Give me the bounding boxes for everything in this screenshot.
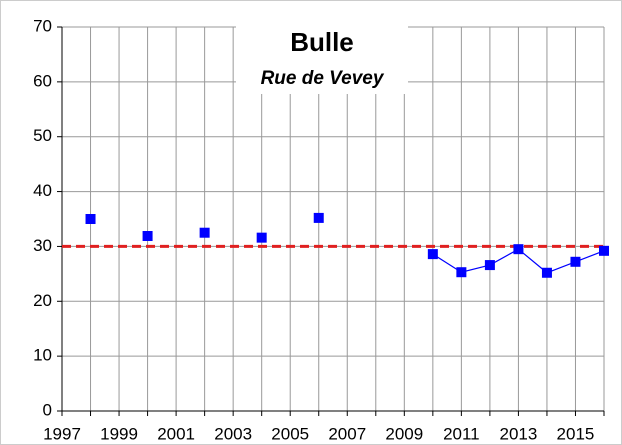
x-tick-label: 2011 bbox=[443, 424, 480, 443]
point bbox=[142, 231, 153, 242]
y-tick-label: 60 bbox=[33, 71, 52, 90]
point bbox=[456, 267, 467, 278]
point bbox=[484, 260, 495, 271]
point bbox=[541, 267, 552, 278]
y-tick-label: 70 bbox=[33, 16, 52, 35]
x-tick-label: 2007 bbox=[328, 424, 366, 443]
x-tick-label: 2005 bbox=[271, 424, 309, 443]
x-tick-label: 2013 bbox=[500, 424, 538, 443]
point bbox=[199, 227, 210, 238]
point bbox=[599, 245, 609, 256]
point bbox=[85, 214, 96, 224]
x-tick-label: 2015 bbox=[557, 424, 595, 443]
point bbox=[313, 212, 324, 223]
point bbox=[570, 256, 581, 267]
y-tick-label: 50 bbox=[33, 126, 52, 145]
y-tick-label: 40 bbox=[33, 181, 52, 200]
point bbox=[513, 244, 524, 255]
point bbox=[256, 232, 267, 243]
chart-title: Bulle bbox=[290, 27, 354, 57]
x-tick-label: 2003 bbox=[214, 424, 252, 443]
x-tick-label: 2001 bbox=[157, 424, 195, 443]
y-tick-label: 30 bbox=[33, 236, 52, 255]
y-tick-label: 10 bbox=[33, 346, 52, 365]
x-tick-label: 2009 bbox=[385, 424, 423, 443]
x-tick-label: 1997 bbox=[43, 424, 81, 443]
point bbox=[427, 249, 438, 260]
chart-subtitle: Rue de Vevey bbox=[261, 68, 385, 89]
x-tick-label: 1999 bbox=[100, 424, 138, 443]
y-tick-label: 20 bbox=[33, 291, 52, 310]
y-tick-label: 0 bbox=[43, 400, 52, 419]
title-box bbox=[236, 18, 408, 94]
